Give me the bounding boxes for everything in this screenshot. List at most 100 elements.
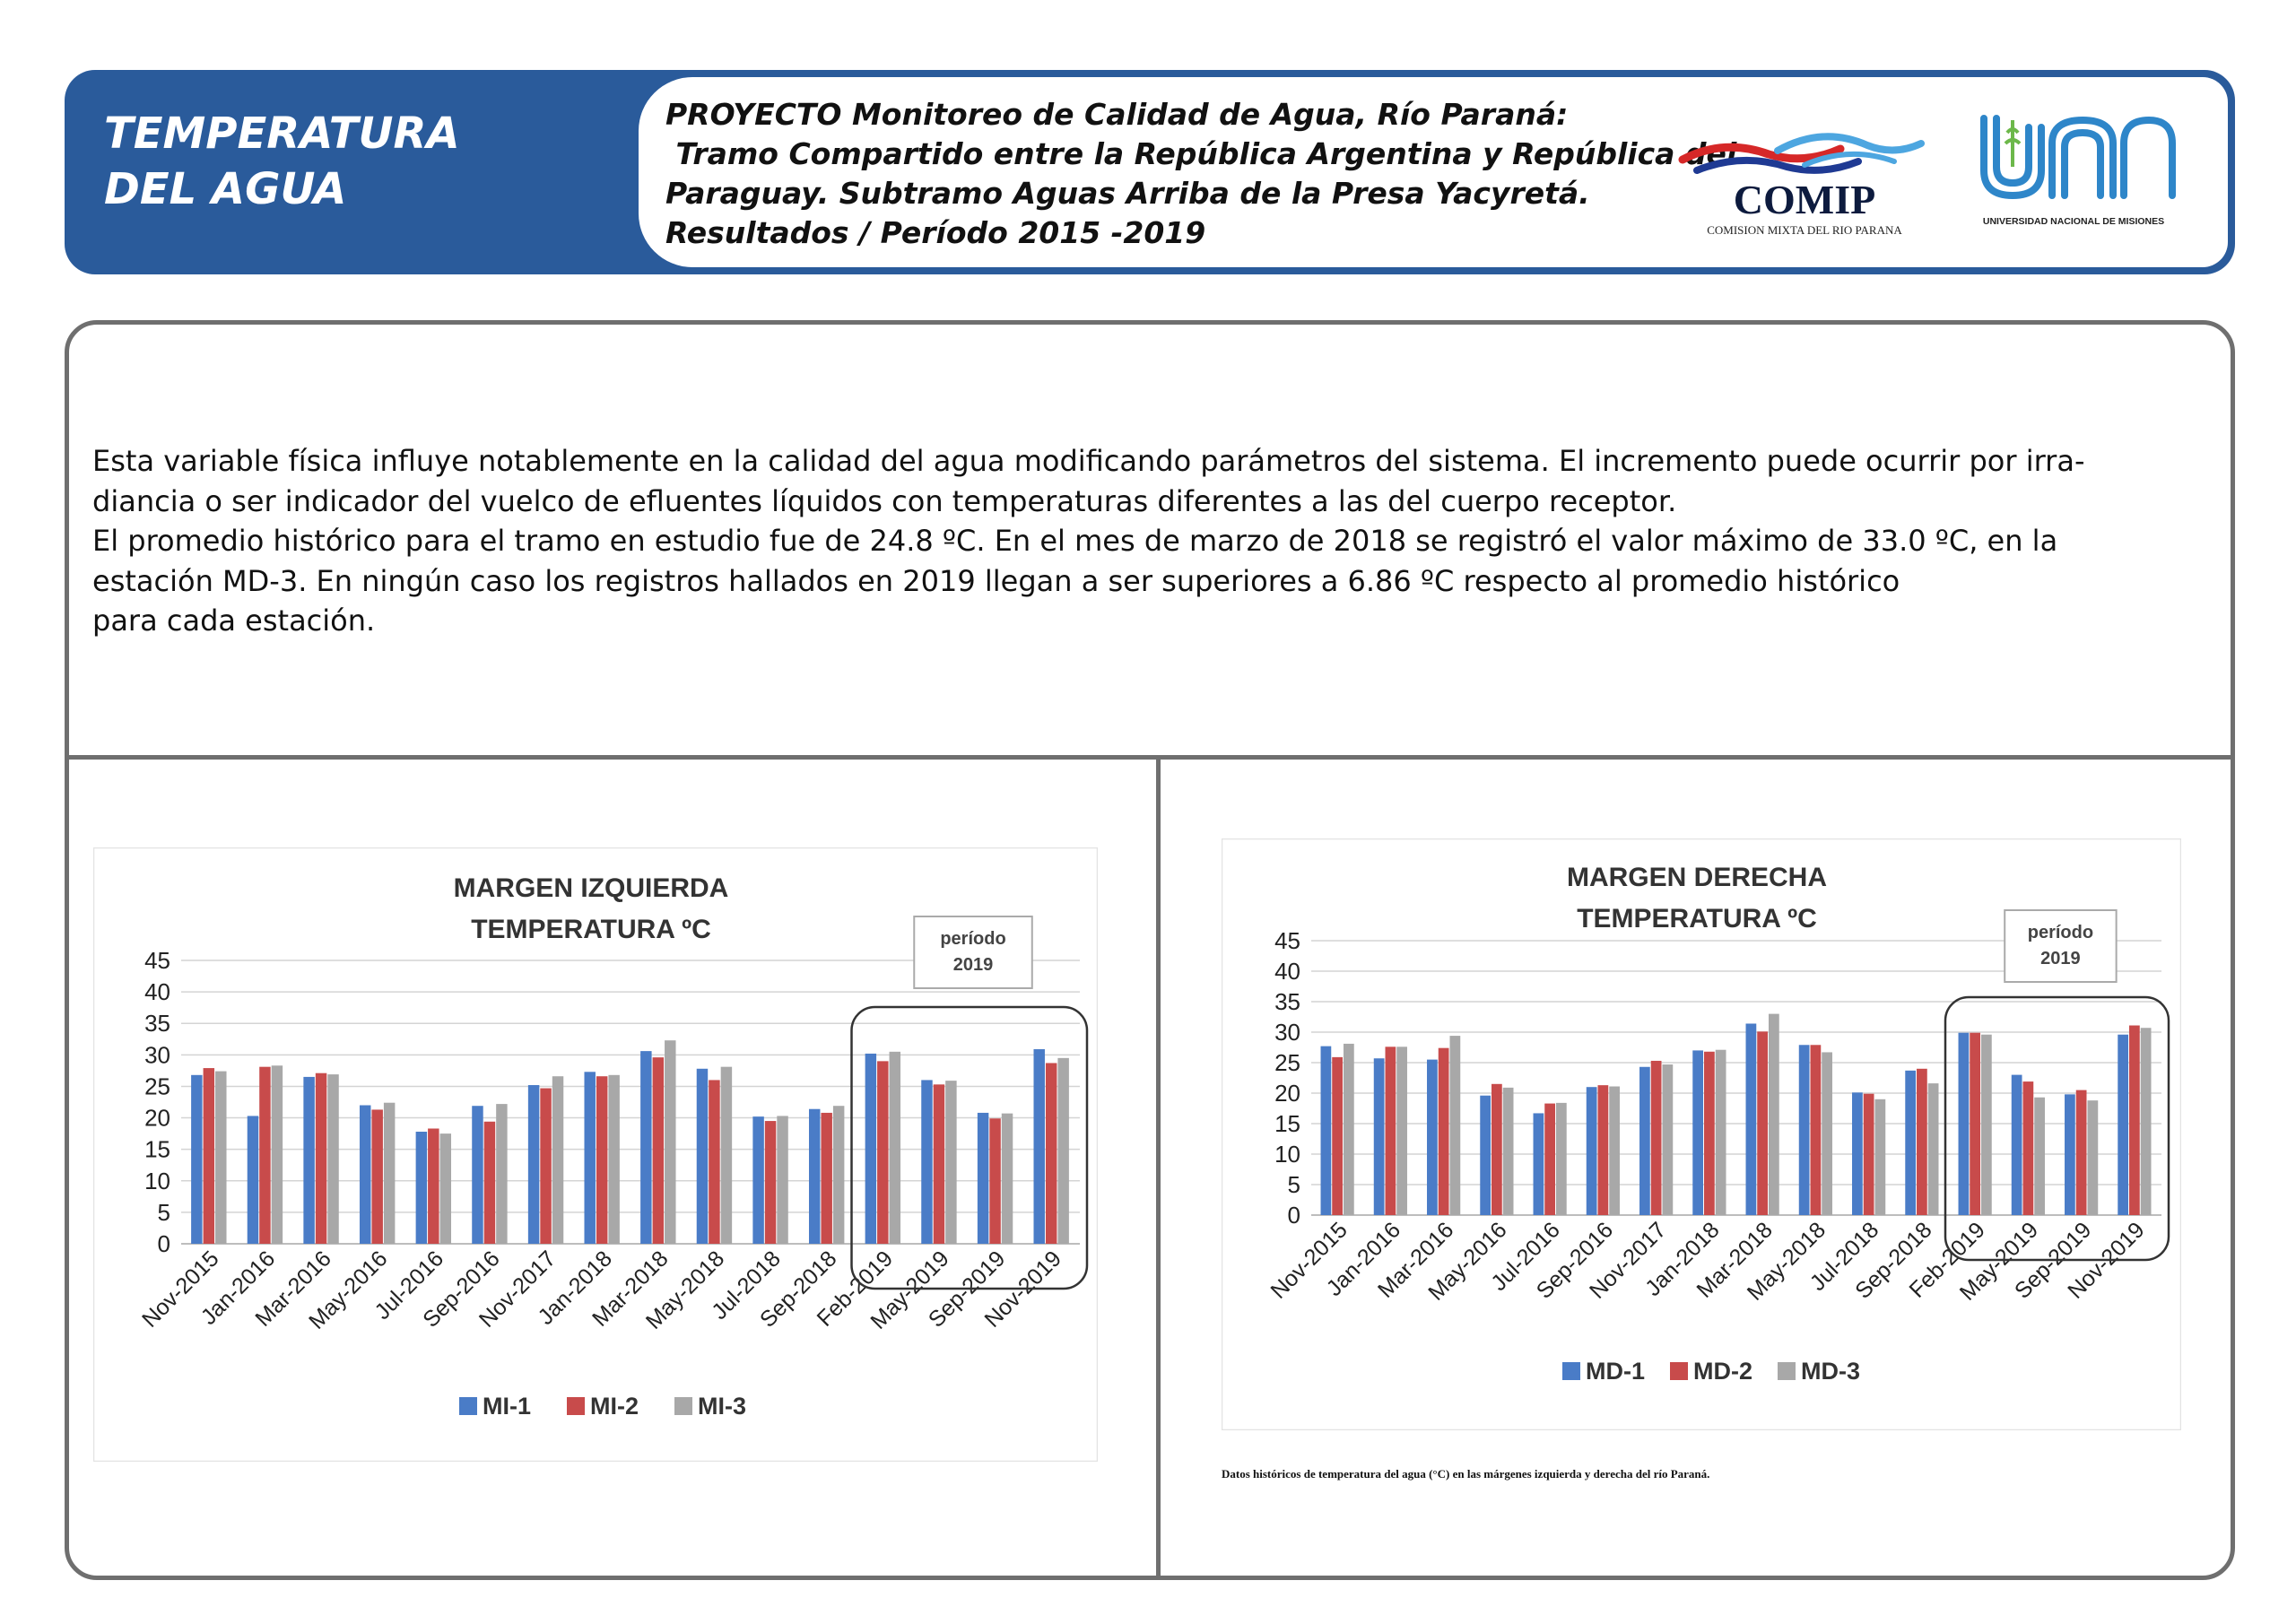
highlight-2019-box [850, 1005, 1089, 1290]
bar-md-2 [1544, 1103, 1555, 1215]
annotation-text-2: 2019 [953, 955, 994, 975]
bar-mi-1 [977, 1112, 989, 1244]
content-frame: Esta variable física influye notablement… [65, 320, 2235, 1580]
bar-mi-1 [696, 1068, 709, 1244]
chart-title-line-2: TEMPERATURA ºC [471, 915, 711, 944]
bar-mi-3 [496, 1104, 508, 1244]
bar-md-1 [1427, 1059, 1438, 1215]
bar-mi-3 [777, 1116, 788, 1244]
bar-mi-2 [483, 1121, 496, 1244]
bar-mi-3 [271, 1065, 283, 1244]
vertical-divider [1156, 757, 1161, 1580]
bar-md-2 [1863, 1093, 1874, 1215]
bar-mi-2 [821, 1112, 832, 1244]
bar-mi-2 [371, 1109, 383, 1244]
bar-md-1 [1798, 1045, 1810, 1215]
bar-md-2 [1757, 1031, 1768, 1215]
bar-md-2 [1438, 1047, 1449, 1215]
bar-md-3 [1502, 1087, 1514, 1215]
y-tick-label: 40 [1274, 958, 1300, 985]
bar-md-2 [2129, 1025, 2140, 1215]
legend-label-md-1: MD-1 [1586, 1358, 1645, 1385]
y-tick-label: 20 [1274, 1080, 1300, 1107]
bar-md-3 [2034, 1097, 2045, 1215]
bar-mi-1 [415, 1132, 428, 1244]
bar-mi-3 [832, 1106, 845, 1244]
annotation-box [2004, 909, 2118, 983]
annotation-box [913, 916, 1033, 989]
bar-md-3 [2087, 1100, 2099, 1215]
legend-swatch-mi-1 [459, 1397, 477, 1415]
bar-md-3 [1822, 1052, 1832, 1215]
figure-caption: Datos históricos de temperatura del agua… [1222, 1467, 1710, 1481]
bar-md-1 [2011, 1074, 2022, 1215]
bar-md-1 [1586, 1087, 1597, 1215]
y-tick-label: 10 [1274, 1141, 1300, 1168]
bar-md-3 [1662, 1064, 1674, 1215]
comip-logo: COMIP COMISION MIXTA DEL RIO PARANA [1678, 133, 1925, 237]
y-tick-label: 10 [144, 1168, 170, 1194]
highlight-2019-box [1944, 995, 2170, 1262]
y-tick-label: 15 [1274, 1110, 1300, 1137]
y-tick-label: 0 [1288, 1202, 1300, 1229]
bar-md-3 [1980, 1034, 1992, 1215]
page-title-line-1: TEMPERATURA [104, 109, 460, 159]
chart-svg: MARGEN IZQUIERDA TEMPERATURA ºC 0 5 10 15 20 25… [92, 847, 1099, 1463]
bar-mi-1 [359, 1105, 371, 1244]
bar-mi-3 [1001, 1113, 1013, 1244]
y-tick-label: 45 [144, 947, 170, 974]
bar-md-3 [1927, 1083, 1939, 1215]
bar-mi-3 [889, 1051, 901, 1244]
bar-md-2 [1332, 1056, 1343, 1215]
bar-md-3 [2140, 1028, 2152, 1215]
bar-mi-2 [259, 1066, 271, 1244]
bar-md-1 [1639, 1066, 1650, 1215]
bar-md-3 [1768, 1013, 1779, 1215]
bar-md-2 [1492, 1083, 1502, 1215]
description-text: Esta variable física influye notablement… [92, 441, 2200, 641]
bar-mi-1 [1033, 1049, 1045, 1244]
bar-mi-1 [584, 1072, 596, 1244]
bar-mi-2 [652, 1057, 665, 1244]
bar-md-1 [1958, 1032, 1970, 1215]
bar-mi-2 [315, 1073, 327, 1244]
bar-mi-3 [383, 1102, 396, 1244]
bar-md-1 [1320, 1046, 1332, 1215]
chart-svg: MARGEN DERECHA TEMPERATURA ºC 0 5 10 15 20 25 30… [1221, 838, 2182, 1431]
bar-mi-1 [640, 1051, 652, 1244]
bar-md-2 [2022, 1081, 2034, 1215]
annotation-text-1: período [940, 929, 1005, 949]
bar-mi-2 [764, 1121, 777, 1244]
bar-mi-2 [540, 1088, 552, 1244]
bar-mi-1 [527, 1085, 540, 1244]
bar-mi-2 [709, 1080, 720, 1244]
description-line-3: El promedio histórico para el tramo en e… [92, 524, 2058, 558]
bar-md-3 [1555, 1102, 1567, 1215]
bar-md-2 [1704, 1051, 1715, 1215]
chart-title-line-1: MARGEN DERECHA [1567, 863, 1827, 892]
bar-mi-3 [608, 1074, 620, 1244]
y-tick-label: 5 [1288, 1171, 1300, 1198]
bar-mi-3 [552, 1076, 564, 1244]
bar-md-3 [1609, 1086, 1620, 1215]
legend-swatch-mi-2 [567, 1397, 585, 1415]
y-tick-label: 40 [144, 978, 170, 1005]
bar-md-2 [1970, 1032, 1980, 1215]
project-line-4: Resultados / Período 2015 -2019 [665, 215, 1206, 250]
header-banner: TEMPERATURA DEL AGUA PROYECTO Monitoreo … [65, 70, 2235, 274]
bar-mi-2 [989, 1118, 1001, 1244]
bar-md-2 [1597, 1085, 1609, 1215]
comip-logo-subtitle: COMISION MIXTA DEL RIO PARANA [1707, 223, 1902, 237]
bar-md-2 [1917, 1068, 1927, 1215]
bar-md-1 [1533, 1113, 1544, 1215]
annotation-text-2: 2019 [2040, 949, 2081, 968]
description-line-2: diancia o ser indicador del vuelco de ef… [92, 483, 1677, 518]
chart-title-line-1: MARGEN IZQUIERDA [454, 873, 729, 903]
bar-md-2 [2075, 1090, 2087, 1215]
bar-mi-3 [215, 1071, 227, 1244]
bar-mi-1 [247, 1116, 259, 1244]
bar-mi-1 [865, 1053, 877, 1244]
chart-title-line-2: TEMPERATURA ºC [1577, 904, 1817, 934]
legend-swatch-md-2 [1670, 1362, 1688, 1380]
y-tick-label: 5 [158, 1199, 170, 1226]
